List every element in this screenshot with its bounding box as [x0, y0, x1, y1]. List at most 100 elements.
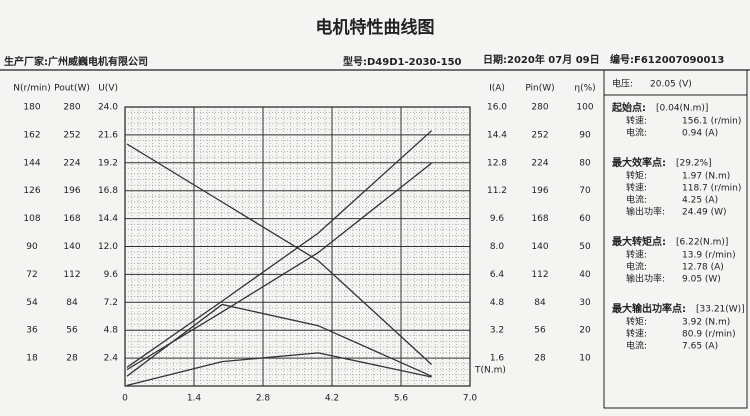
y-tick-label: 16.8: [98, 186, 118, 196]
panel-label: 电流:: [626, 127, 647, 139]
x-tick-label: 7.0: [463, 394, 478, 404]
y-tick-label: 126: [23, 186, 40, 196]
y-axis-label: N(r/min): [13, 84, 50, 94]
serial: 编号:F612007090013: [610, 53, 724, 66]
y-tick-label: 70: [579, 186, 591, 196]
y-tick-label: 140: [531, 242, 548, 252]
y-tick-label: 16.0: [487, 103, 507, 113]
y-tick-label: 18: [26, 354, 38, 364]
y-tick-label: 7.2: [104, 298, 118, 308]
y-tick-label: 14.4: [98, 214, 118, 224]
y-tick-label: 1.6: [490, 354, 505, 364]
curve: [126, 130, 433, 368]
panel-value: 9.05 (W): [682, 275, 721, 285]
panel-value: 20.05 (V): [650, 80, 692, 90]
y-tick-label: 3.2: [490, 326, 504, 336]
y-tick-label: 60: [579, 214, 591, 224]
panel-value: 7.65 (A): [682, 342, 718, 352]
x-tick-label: 5.6: [394, 394, 409, 404]
y-tick-label: 36: [26, 326, 38, 336]
panel-label: 转速:: [626, 115, 647, 127]
y-tick-label: 90: [26, 242, 38, 252]
y-tick-label: 24.0: [98, 103, 118, 113]
y-tick-label: 72: [26, 270, 37, 280]
y-tick-label: 100: [576, 103, 593, 113]
x-tick-label: 2.8: [256, 394, 271, 404]
y-tick-label: 168: [63, 214, 80, 224]
plot-frame: [124, 106, 471, 387]
panel-label: 转矩:: [626, 316, 647, 328]
model: 型号:D49D1-2030-150: [343, 55, 462, 68]
chart-title: 电机特性曲线图: [316, 17, 435, 38]
panel-value: 4.25 (A): [682, 196, 718, 206]
curve: [126, 352, 432, 387]
y-tick-label: 112: [63, 270, 80, 280]
y-axis-label: I(A): [489, 84, 505, 94]
y-tick-label: 28: [534, 354, 546, 364]
panel-value: 156.1 (r/min): [682, 117, 741, 127]
panel-label: 电流:: [626, 340, 647, 352]
panel-value: 0.94 (A): [682, 129, 718, 139]
y-tick-label: 14.4: [487, 130, 507, 140]
y-tick-label: 224: [63, 158, 80, 168]
y-tick-label: 19.2: [98, 158, 118, 168]
y-tick-label: 108: [23, 214, 40, 224]
panel-label: 电流:: [626, 261, 647, 273]
side-panel: [603, 69, 748, 409]
y-axis-label: η(%): [574, 84, 595, 94]
panel-value: [29.2%]: [676, 159, 712, 169]
panel-heading: 最大输出功率点:: [612, 302, 686, 315]
y-tick-label: 90: [579, 130, 591, 140]
panel-heading: 起始点:: [611, 101, 646, 114]
panel-label: 输出功率:: [626, 273, 665, 285]
panel-label: 转速:: [626, 249, 647, 261]
panel-label: 转矩:: [626, 170, 647, 182]
y-tick-label: 280: [63, 103, 80, 113]
panel-label: 转速:: [626, 328, 647, 340]
y-tick-label: 252: [63, 130, 80, 140]
y-tick-label: 140: [63, 242, 80, 252]
y-tick-label: 280: [531, 103, 548, 113]
y-tick-label: 196: [63, 186, 80, 196]
y-tick-label: 196: [531, 186, 548, 196]
y-tick-label: 168: [531, 214, 548, 224]
maker: 生产厂家:广州威巍电机有限公司: [4, 55, 148, 68]
y-tick-label: 10: [579, 354, 591, 364]
y-axis-label: Pout(W): [54, 84, 90, 94]
y-tick-label: 40: [579, 270, 591, 280]
y-tick-label: 4.8: [490, 298, 505, 308]
panel-value: 1.97 (N.m): [682, 172, 730, 182]
panel-label: 转速:: [626, 182, 647, 194]
y-tick-label: 50: [579, 242, 591, 252]
y-tick-label: 180: [23, 103, 40, 113]
y-tick-label: 84: [66, 298, 78, 308]
y-tick-label: 21.6: [98, 130, 118, 140]
x-tick-label: 4.2: [325, 394, 339, 404]
y-tick-label: 6.4: [490, 270, 505, 280]
panel-value: 118.7 (r/min): [682, 184, 741, 194]
curve: [126, 143, 433, 365]
curve: [126, 303, 432, 377]
panel-value: [33.21(W)]: [696, 305, 745, 315]
y-tick-label: 20: [579, 326, 591, 336]
panel-heading: 最大转矩点:: [612, 235, 666, 248]
y-tick-label: 8.0: [490, 242, 505, 252]
y-tick-label: 84: [534, 298, 546, 308]
panel-value: 3.92 (N.m): [682, 318, 730, 328]
x-tick-label: 0: [122, 394, 128, 404]
date: 日期:2020年 07月 09日: [483, 53, 600, 66]
x-axis-label: T(N.m): [474, 366, 506, 376]
y-tick-label: 9.6: [104, 270, 119, 280]
y-tick-label: 112: [531, 270, 548, 280]
panel-label: 电流:: [626, 194, 647, 206]
y-tick-label: 162: [23, 130, 40, 140]
y-axis-label: U(V): [98, 84, 118, 94]
y-tick-label: 28: [66, 354, 78, 364]
y-tick-label: 80: [579, 158, 591, 168]
y-tick-label: 12.0: [98, 242, 118, 252]
panel-value: 12.78 (A): [682, 263, 724, 273]
y-tick-label: 224: [531, 158, 548, 168]
panel-value: 13.9 (r/min): [682, 251, 736, 261]
y-tick-label: 54: [26, 298, 38, 308]
